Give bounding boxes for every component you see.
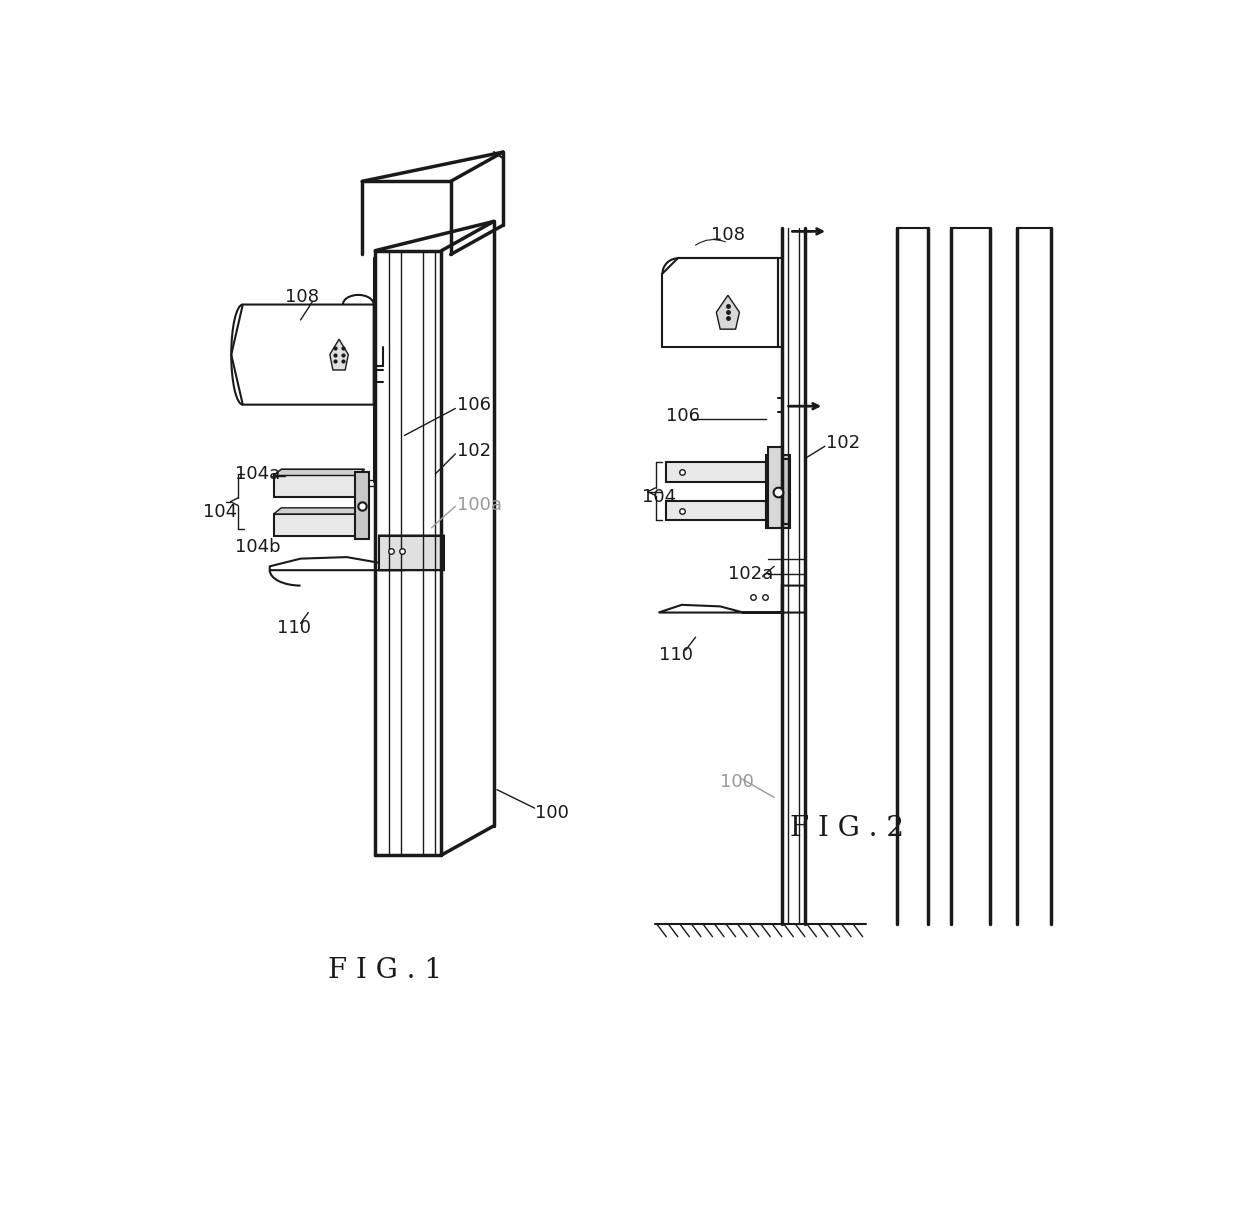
Text: F I G . 1: F I G . 1 [329,957,443,984]
Text: 100: 100 [720,773,754,790]
Polygon shape [658,586,805,613]
Bar [379,535,444,570]
Bar [666,462,766,482]
Text: 110: 110 [278,619,311,637]
Bar [766,455,790,528]
Text: 110: 110 [658,646,693,664]
Text: 104: 104 [641,488,676,506]
Polygon shape [274,469,365,475]
Text: 100: 100 [536,804,569,822]
Polygon shape [270,535,444,570]
Polygon shape [330,339,348,370]
Text: 102: 102 [826,434,861,452]
Polygon shape [231,304,373,405]
Text: 108: 108 [711,226,745,244]
Text: 106: 106 [666,407,701,426]
Polygon shape [274,469,365,475]
Text: F I G . 2: F I G . 2 [790,815,904,841]
Text: 104: 104 [203,503,237,522]
Text: 106: 106 [456,395,491,413]
Bar [768,447,781,528]
Bar [274,475,357,497]
Polygon shape [274,508,365,514]
Bar [666,501,766,520]
Text: 102a: 102a [728,565,774,582]
Text: 102: 102 [456,441,491,460]
Text: 108: 108 [285,288,319,306]
Text: 104b: 104b [236,539,280,556]
Polygon shape [717,295,739,330]
Text: 100a: 100a [456,496,502,513]
Bar [274,514,357,535]
Text: 104a: 104a [236,465,280,483]
Bar [355,472,370,540]
Polygon shape [662,258,777,347]
